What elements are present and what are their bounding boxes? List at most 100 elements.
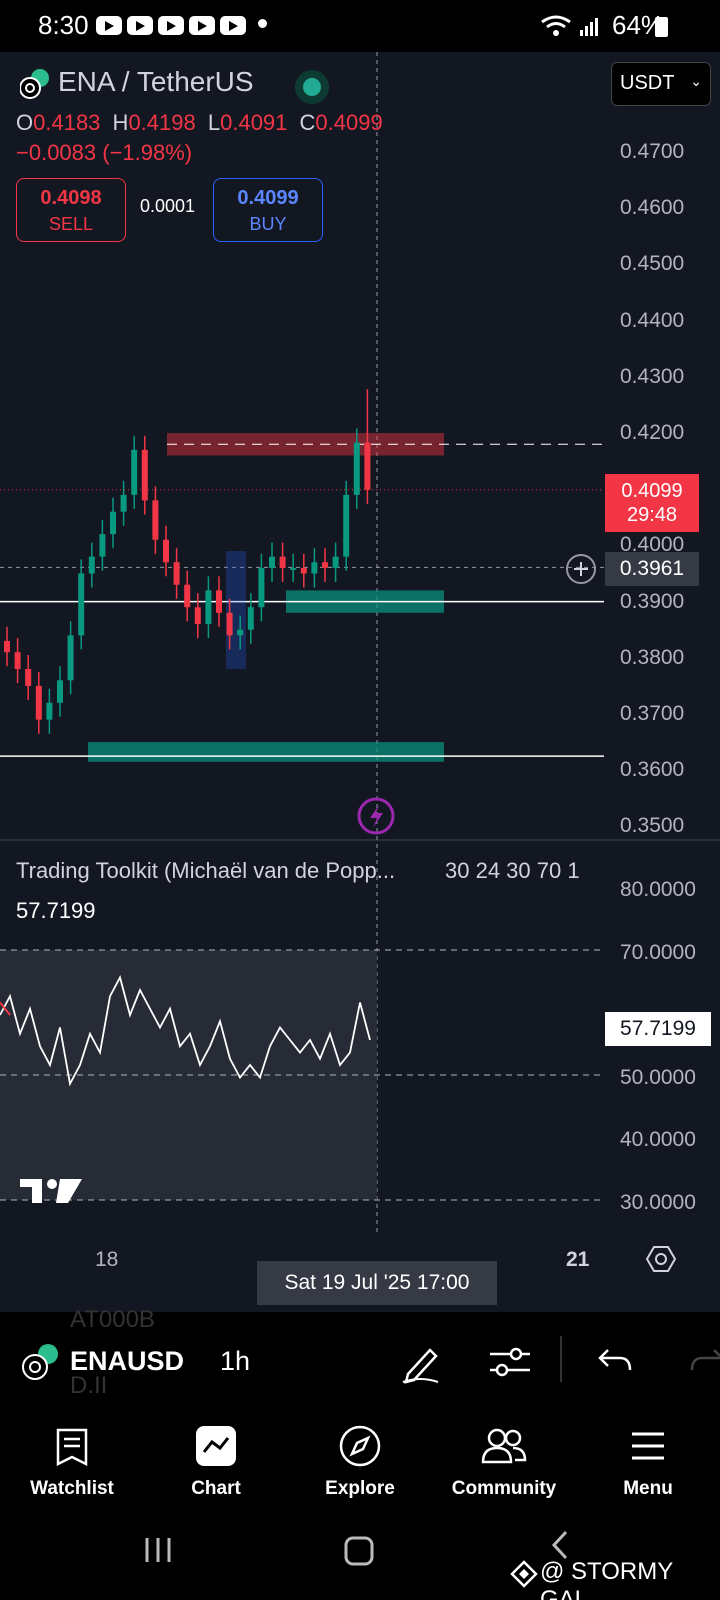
- candle: [67, 635, 74, 681]
- ena-logo-icon: [20, 69, 49, 99]
- crosshair-time-tag: Sat 19 Jul '25 17:00: [257, 1261, 497, 1305]
- chevron-down-icon: ⌄: [690, 73, 702, 89]
- indicators-sliders-icon[interactable]: [488, 1342, 532, 1382]
- drawing-pencil-icon[interactable]: [400, 1340, 440, 1384]
- chart-settings-gear-icon[interactable]: [646, 1244, 676, 1274]
- last-price-tag: 0.4099 29:48: [605, 474, 699, 532]
- price-axis-label: 0.3900: [620, 589, 685, 613]
- indicator-axis-label: 70.0000: [620, 940, 696, 964]
- candle-countdown: 29:48: [626, 504, 678, 526]
- candle: [110, 511, 116, 535]
- nav-chart[interactable]: Chart: [144, 1412, 288, 1522]
- buy-price: 0.4099: [237, 187, 299, 209]
- candle: [57, 680, 63, 703]
- candle: [300, 567, 307, 574]
- candle: [184, 584, 191, 608]
- candle: [226, 612, 233, 636]
- rsi-overbought-segment: [0, 1001, 11, 1016]
- candle: [35, 685, 42, 720]
- nav-watchlist[interactable]: Watchlist: [0, 1412, 144, 1522]
- binance-logo-icon: [510, 1560, 538, 1588]
- rsi-line: [0, 975, 371, 1087]
- interval-button[interactable]: 1h: [220, 1346, 251, 1376]
- market-status-icon[interactable]: [295, 70, 329, 104]
- candle: [332, 556, 339, 568]
- candle: [279, 556, 286, 568]
- indicator-axis-label: 80.0000: [620, 878, 696, 901]
- youtube-notification-icon: [189, 16, 215, 35]
- symbol-title[interactable]: ENA / TetherUS: [58, 66, 254, 97]
- rsi-layer: [0, 975, 371, 1087]
- currency-value: USDT: [620, 72, 675, 94]
- indicator-value-tag: 57.7199: [605, 1012, 711, 1046]
- candle: [205, 590, 212, 625]
- ohlc-readout: O0.4183 H0.4198 L0.4091 C0.4099: [16, 110, 383, 135]
- back-icon[interactable]: [550, 1530, 570, 1560]
- nav-explore[interactable]: Explore: [288, 1412, 432, 1522]
- battery-icon: [655, 17, 668, 37]
- candle: [78, 573, 85, 636]
- redo-icon[interactable]: [690, 1346, 720, 1374]
- spread-value: 0.0001: [140, 196, 196, 216]
- price-axis-label: 0.4700: [620, 140, 685, 163]
- nav-menu[interactable]: Menu: [576, 1412, 720, 1522]
- price-axis-label: 0.4500: [620, 252, 685, 276]
- candle: [216, 590, 222, 613]
- currency-select[interactable]: USDT ⌄: [611, 62, 711, 106]
- candle: [88, 556, 95, 574]
- compass-icon: [339, 1425, 381, 1467]
- chart-toolbar: AT000B D.II ENAUSD 1h: [0, 1306, 720, 1412]
- sell-label: SELL: [48, 214, 94, 234]
- more-notifications-icon: [258, 19, 267, 28]
- candle: [46, 702, 53, 720]
- crosshair-price-tag: 0.3961: [605, 552, 699, 586]
- candle: [120, 494, 127, 512]
- bottom-navigation: Watchlist Chart Explore Community Menu: [0, 1412, 720, 1522]
- nav-community[interactable]: Community: [432, 1412, 576, 1522]
- price-axis-label: 0.3500: [620, 814, 685, 838]
- sell-button[interactable]: 0.4098 SELL: [16, 178, 126, 242]
- price-axis-label: 0.4000: [620, 533, 685, 557]
- candle: [311, 562, 318, 574]
- last-price: 0.4099: [621, 480, 683, 502]
- candle: [14, 652, 21, 670]
- ghost-text: D.II: [70, 1372, 108, 1399]
- indicator-title[interactable]: Trading Toolkit (Michaël van de Popp...: [16, 858, 396, 883]
- add-alert-plus-icon[interactable]: [566, 554, 596, 584]
- indicator-axis-label: 50.0000: [620, 1065, 696, 1089]
- tradingview-logo-icon: [20, 1179, 82, 1203]
- candle: [290, 567, 297, 570]
- ghost-text: AT000B: [70, 1306, 155, 1333]
- buy-label: BUY: [249, 214, 287, 234]
- candle: [322, 562, 328, 568]
- candle: [131, 449, 138, 495]
- candle: [237, 629, 244, 636]
- candle: [173, 562, 180, 585]
- price-axis-label: 0.3700: [620, 702, 685, 725]
- youtube-notification-icon: [158, 16, 184, 35]
- highlight-box: [226, 551, 246, 670]
- buy-button[interactable]: 0.4099 BUY: [213, 178, 323, 242]
- candle: [152, 500, 159, 540]
- sell-price: 0.4098: [40, 187, 102, 209]
- candle: [194, 607, 201, 625]
- toolbar-divider: [560, 1336, 562, 1382]
- price-chart[interactable]: [0, 52, 720, 1312]
- price-axis-label: 0.3600: [620, 758, 685, 782]
- time-axis-label: 18: [95, 1248, 119, 1271]
- price-axis-label: 0.4200: [620, 421, 685, 444]
- system-navigation: [0, 1522, 720, 1600]
- chart-icon: [196, 1426, 236, 1466]
- watchlist-icon: [56, 1428, 88, 1466]
- price-axis-label: 0.4300: [620, 364, 685, 388]
- recent-apps-icon[interactable]: [144, 1536, 174, 1564]
- chart-area[interactable]: ENA / TetherUS O0.4183 H0.4198 L0.4091 C…: [0, 52, 720, 1312]
- community-icon: [481, 1428, 527, 1464]
- undo-icon[interactable]: [598, 1346, 632, 1374]
- candle: [343, 494, 350, 557]
- home-icon[interactable]: [344, 1536, 374, 1566]
- symbol-search-button[interactable]: ENAUSD: [70, 1346, 185, 1376]
- candle: [247, 607, 254, 630]
- lightning-icon: [370, 805, 383, 828]
- nav-label: Community: [451, 1478, 557, 1499]
